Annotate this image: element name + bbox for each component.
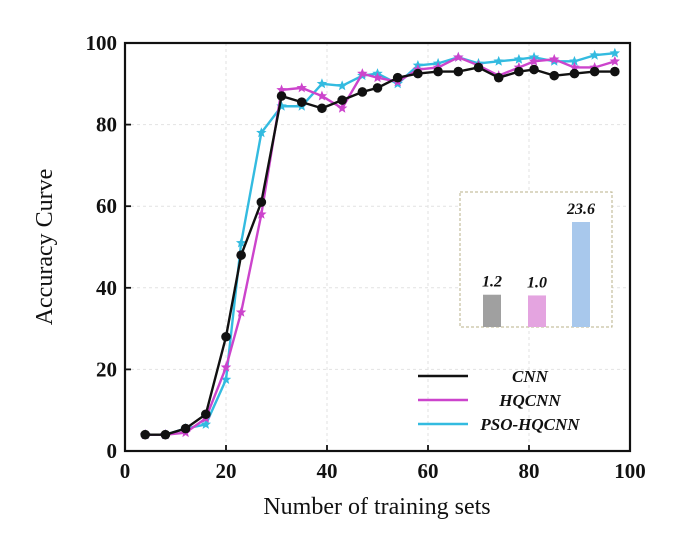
data-point-cnn (256, 197, 267, 207)
data-point-hqcnn (569, 61, 580, 72)
inset-bar-label: 1.2 (482, 274, 502, 291)
y-tick-label: 0 (107, 439, 118, 463)
x-tick-label: 80 (519, 459, 540, 483)
inset-bar-label: 1.0 (527, 274, 547, 291)
data-point-cnn (529, 64, 539, 75)
inset-bar (572, 222, 590, 327)
ticks-layer: 0 20 40 60 80 100 0 20 40 60 80 100 (86, 31, 646, 483)
data-point-cnn (589, 66, 600, 77)
data-point-cnn (433, 66, 443, 77)
x-tick-label: 40 (317, 459, 338, 483)
data-point-pso-hqcnn (493, 55, 504, 66)
legend: CNN HQCNN PSO-HQCNN (418, 367, 580, 434)
data-point-cnn (453, 66, 464, 77)
data-point-cnn (493, 72, 504, 83)
x-tick-label: 100 (614, 459, 646, 483)
data-point-cnn (514, 66, 524, 77)
y-tick-label: 40 (96, 276, 117, 300)
data-point-hqcnn (453, 51, 464, 62)
x-tick-label: 0 (120, 459, 131, 483)
data-point-cnn (337, 95, 347, 105)
data-point-pso-hqcnn (200, 418, 212, 429)
data-point-cnn (236, 250, 246, 260)
data-point-pso-hqcnn (513, 53, 525, 64)
data-point-pso-hqcnn (609, 47, 621, 58)
data-point-hqcnn (549, 53, 560, 64)
legend-label: PSO-HQCNN (479, 415, 580, 434)
data-point-pso-hqcnn (220, 374, 232, 385)
data-point-cnn (392, 72, 403, 83)
data-point-hqcnn (235, 306, 247, 317)
data-point-cnn (473, 62, 484, 73)
data-point-cnn (180, 423, 191, 434)
data-point-hqcnn (220, 361, 232, 372)
data-point-cnn (549, 70, 560, 81)
data-point-hqcnn (609, 55, 621, 66)
data-point-cnn (160, 429, 171, 440)
data-point-pso-hqcnn (316, 78, 328, 89)
data-point-cnn (140, 429, 150, 440)
data-point-hqcnn (276, 84, 287, 95)
data-point-hqcnn (528, 55, 540, 66)
plot-frame (123, 41, 632, 453)
y-tick-label: 60 (96, 194, 117, 218)
y-axis-label: Accuracy Curve (32, 169, 58, 326)
data-point-hqcnn (296, 82, 307, 93)
series-cnn (140, 62, 620, 440)
x-tick-label: 60 (418, 459, 439, 483)
data-point-cnn (296, 97, 307, 107)
x-tick-label: 20 (216, 459, 237, 483)
data-point-pso-hqcnn (276, 100, 287, 111)
data-point-cnn (357, 87, 368, 97)
y-tick-label: 80 (96, 113, 117, 137)
data-point-cnn (276, 91, 287, 101)
x-axis-label: Number of training sets (263, 494, 490, 520)
data-point-pso-hqcnn (589, 49, 600, 60)
data-point-cnn (201, 409, 211, 420)
y-tick-label: 100 (86, 31, 118, 55)
data-point-hqcnn (256, 208, 267, 219)
data-point-cnn (413, 68, 423, 79)
data-point-pso-hqcnn (569, 55, 580, 66)
inset-bar-chart: 1.2 1.0 23.6 (459, 191, 613, 328)
data-point-cnn (610, 66, 620, 77)
data-point-pso-hqcnn (336, 80, 348, 91)
data-point-cnn (372, 83, 383, 93)
data-point-pso-hqcnn (256, 127, 267, 138)
data-point-hqcnn (357, 68, 368, 79)
data-point-cnn (317, 103, 327, 114)
legend-label: CNN (512, 367, 549, 386)
data-point-hqcnn (372, 72, 383, 83)
data-point-cnn (569, 68, 580, 79)
data-point-hqcnn (336, 102, 348, 113)
series-layer (139, 47, 621, 440)
legend-label: HQCNN (498, 391, 561, 410)
data-point-pso-hqcnn (235, 237, 247, 248)
inset-bar (528, 295, 546, 327)
y-tick-label: 20 (96, 357, 117, 381)
inset-bar (483, 294, 501, 327)
data-point-cnn (221, 331, 231, 342)
data-point-hqcnn (316, 90, 328, 101)
inset-bar-label: 23.6 (566, 201, 595, 218)
